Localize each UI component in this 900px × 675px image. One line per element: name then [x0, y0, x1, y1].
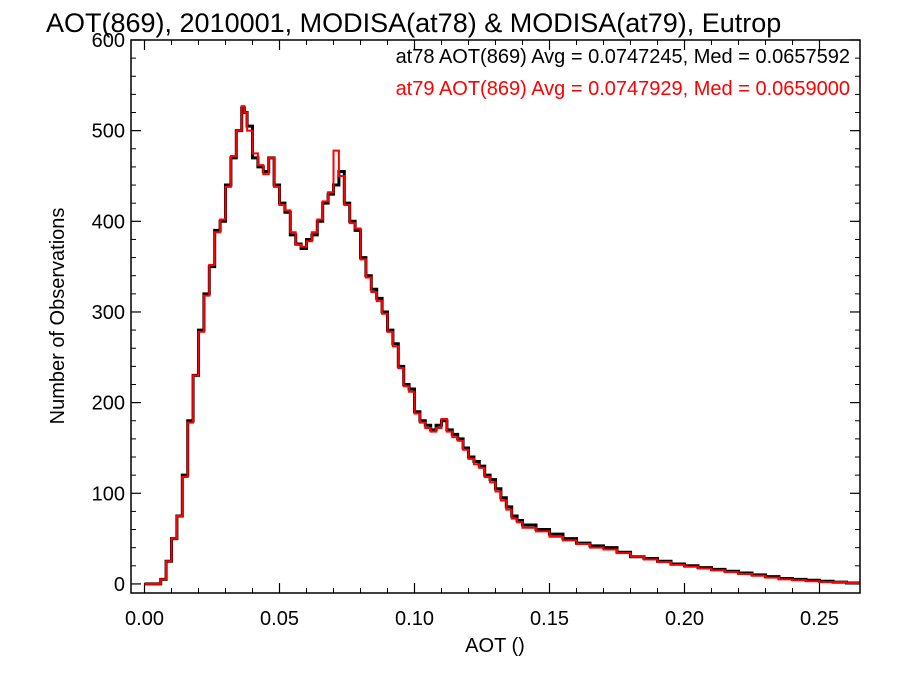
plot-frame	[130, 39, 861, 594]
y-tick-label: 0	[114, 574, 125, 596]
chart-title: AOT(869), 2010001, MODISA(at78) & MODISA…	[46, 8, 781, 38]
x-tick-labels: 0.00 0.05 0.10 0.15 0.20 0.25	[125, 608, 839, 630]
y-tick-label: 200	[92, 393, 125, 415]
y-tick-label: 100	[92, 483, 125, 505]
legend-at78: at78 AOT(869) Avg = 0.0747245, Med = 0.0…	[396, 46, 850, 68]
x-tick-label: 0.15	[530, 608, 569, 630]
y-tick-label: 300	[92, 302, 125, 324]
x-tick-label: 0.05	[260, 608, 299, 630]
series-lines	[144, 105, 860, 586]
y-tick-label: 600	[92, 30, 125, 52]
x-axis-label: AOT ()	[465, 635, 525, 657]
x-tick-label: 0.00	[125, 608, 164, 630]
y-tick-label: 400	[92, 211, 125, 233]
series-at79-line	[144, 105, 860, 585]
series-at78-line	[144, 106, 860, 586]
y-tick-label: 500	[92, 121, 125, 143]
x-tick-label: 0.10	[395, 608, 434, 630]
y-axis-label: Number of Observations	[47, 208, 69, 425]
legend-at79: at79 AOT(869) Avg = 0.0747929, Med = 0.0…	[396, 78, 850, 100]
y-tick-labels: 0 100 200 300 400 500 600	[92, 30, 125, 596]
x-tick-label: 0.25	[800, 608, 839, 630]
x-tick-label: 0.20	[665, 608, 704, 630]
